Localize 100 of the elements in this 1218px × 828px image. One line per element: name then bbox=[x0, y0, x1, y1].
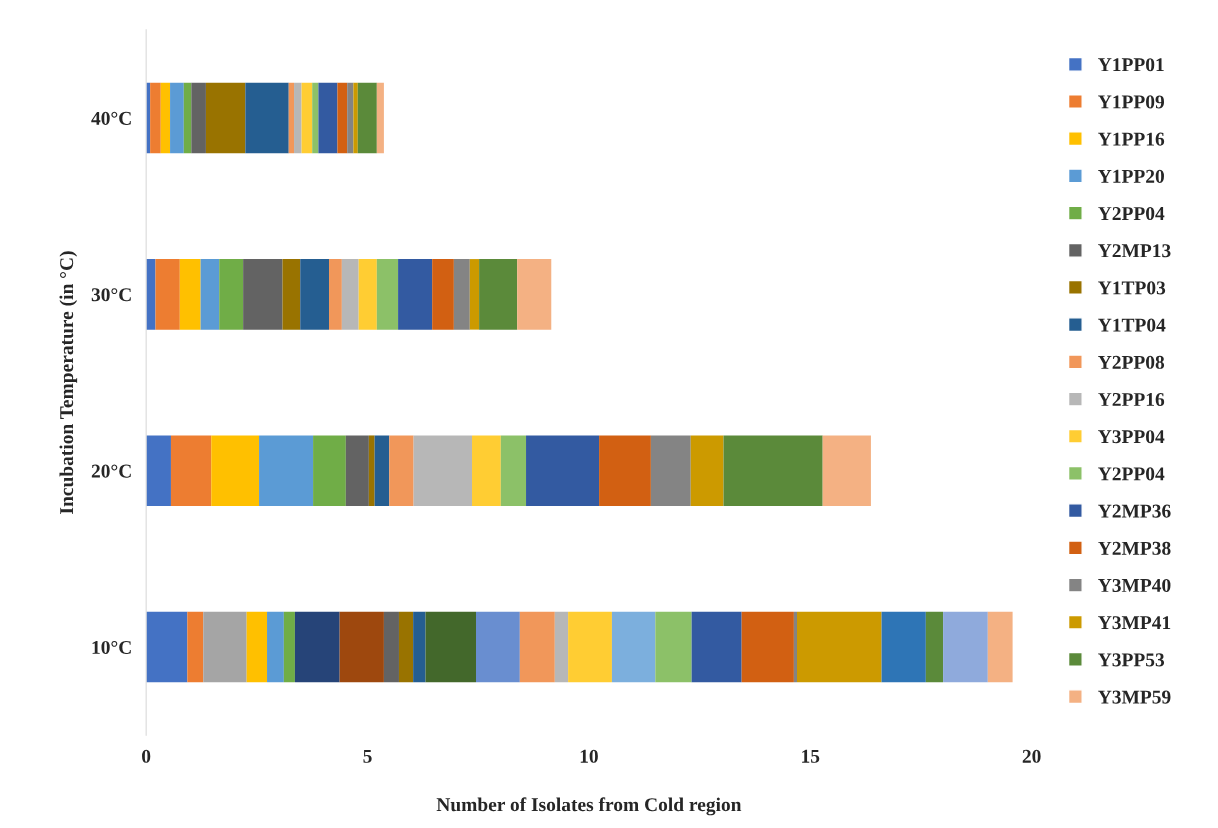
bar bbox=[200, 259, 220, 330]
y-axis-title: Incubation Temperature (in °C) bbox=[59, 251, 78, 514]
bar bbox=[282, 259, 301, 330]
bar bbox=[368, 435, 375, 506]
bar bbox=[655, 611, 692, 683]
bar bbox=[376, 259, 399, 330]
bar bbox=[554, 611, 569, 683]
legend-label: Y1TP03 bbox=[1098, 281, 1166, 295]
bar bbox=[568, 611, 612, 683]
bar bbox=[288, 82, 295, 154]
legend-label: Y2MP13 bbox=[1098, 244, 1171, 258]
bar bbox=[353, 82, 358, 154]
bar bbox=[479, 259, 518, 330]
bar bbox=[796, 611, 882, 683]
legend-label: Y2PP16 bbox=[1098, 392, 1165, 407]
bar bbox=[170, 435, 212, 506]
bar bbox=[146, 611, 188, 683]
bar bbox=[203, 611, 247, 683]
legend-label: Y2MP36 bbox=[1098, 504, 1171, 518]
bar bbox=[259, 435, 314, 506]
y-tick-label: 30°C bbox=[91, 288, 131, 302]
bar bbox=[294, 82, 302, 154]
bar bbox=[329, 259, 342, 330]
bar bbox=[383, 611, 399, 683]
bar bbox=[425, 611, 476, 683]
bar bbox=[517, 259, 552, 330]
bar bbox=[469, 259, 480, 330]
bar bbox=[398, 611, 414, 683]
legend-label: Y1PP20 bbox=[1098, 169, 1164, 183]
legend-label: Y2PP04 bbox=[1098, 467, 1165, 481]
bar bbox=[191, 82, 206, 154]
bar bbox=[691, 611, 742, 683]
bar bbox=[987, 611, 1013, 683]
bar bbox=[357, 82, 377, 154]
legend-label: Y3MP41 bbox=[1098, 616, 1171, 630]
legend-label: Y1PP16 bbox=[1098, 132, 1165, 146]
bar bbox=[453, 259, 470, 330]
y-tick-label: 20°C bbox=[91, 464, 131, 478]
bar bbox=[219, 259, 244, 330]
x-tick-label: 15 bbox=[802, 749, 820, 763]
bar bbox=[146, 435, 171, 506]
bar bbox=[312, 82, 319, 154]
bar bbox=[881, 611, 926, 683]
bar bbox=[723, 435, 823, 506]
bar bbox=[690, 435, 724, 506]
bar bbox=[341, 259, 359, 330]
x-tick-label: 0 bbox=[142, 749, 151, 763]
bar bbox=[943, 611, 988, 683]
bar bbox=[211, 435, 260, 506]
bar bbox=[243, 259, 283, 330]
bar bbox=[925, 611, 944, 683]
legend-label: Y2MP38 bbox=[1098, 541, 1171, 555]
bar bbox=[376, 82, 384, 154]
legend-label: Y2PP04 bbox=[1098, 206, 1165, 221]
bar bbox=[246, 611, 268, 683]
bar bbox=[283, 611, 295, 683]
x-tick-label: 20 bbox=[1022, 749, 1041, 763]
bar bbox=[741, 611, 794, 683]
bar bbox=[318, 82, 338, 154]
x-axis-title: Number of Isolates from Cold region bbox=[436, 797, 742, 816]
bar bbox=[413, 611, 426, 683]
bar bbox=[155, 259, 180, 330]
x-tick-label: 5 bbox=[363, 749, 372, 763]
bar bbox=[374, 435, 390, 506]
bar bbox=[187, 611, 204, 683]
y-tick-label: 10°C bbox=[92, 640, 131, 655]
legend-label: Y3PP04 bbox=[1098, 430, 1165, 444]
bar bbox=[413, 435, 473, 506]
bar bbox=[389, 435, 414, 506]
bar bbox=[179, 259, 201, 330]
bar bbox=[793, 611, 797, 683]
bar bbox=[358, 259, 377, 330]
bar bbox=[650, 435, 691, 506]
legend-label: Y1PP09 bbox=[1098, 95, 1165, 109]
bar bbox=[398, 259, 433, 330]
bar bbox=[519, 611, 555, 683]
legend-label: Y1PP01 bbox=[1098, 58, 1164, 72]
bar bbox=[345, 435, 369, 506]
bar bbox=[300, 259, 330, 330]
legend-label: Y1TP04 bbox=[1098, 318, 1166, 332]
bar bbox=[294, 611, 340, 683]
legend-label: Y3PP53 bbox=[1098, 653, 1165, 667]
bar bbox=[150, 82, 161, 154]
y-tick-label: 40°C bbox=[91, 111, 131, 125]
bar bbox=[339, 611, 384, 683]
bar bbox=[160, 82, 171, 154]
bar bbox=[245, 82, 289, 154]
bar bbox=[526, 435, 600, 506]
bar bbox=[301, 82, 313, 154]
bar bbox=[313, 435, 346, 506]
legend-label: Y3MP40 bbox=[1098, 578, 1171, 593]
legend-label: Y3MP59 bbox=[1098, 690, 1171, 704]
bar bbox=[183, 82, 192, 154]
bar bbox=[337, 82, 348, 154]
bar bbox=[611, 611, 656, 683]
bar bbox=[476, 611, 520, 683]
bar bbox=[347, 82, 354, 154]
x-tick-label: 10 bbox=[580, 749, 598, 763]
legend-label: Y2PP08 bbox=[1098, 355, 1165, 369]
bar bbox=[170, 82, 184, 154]
